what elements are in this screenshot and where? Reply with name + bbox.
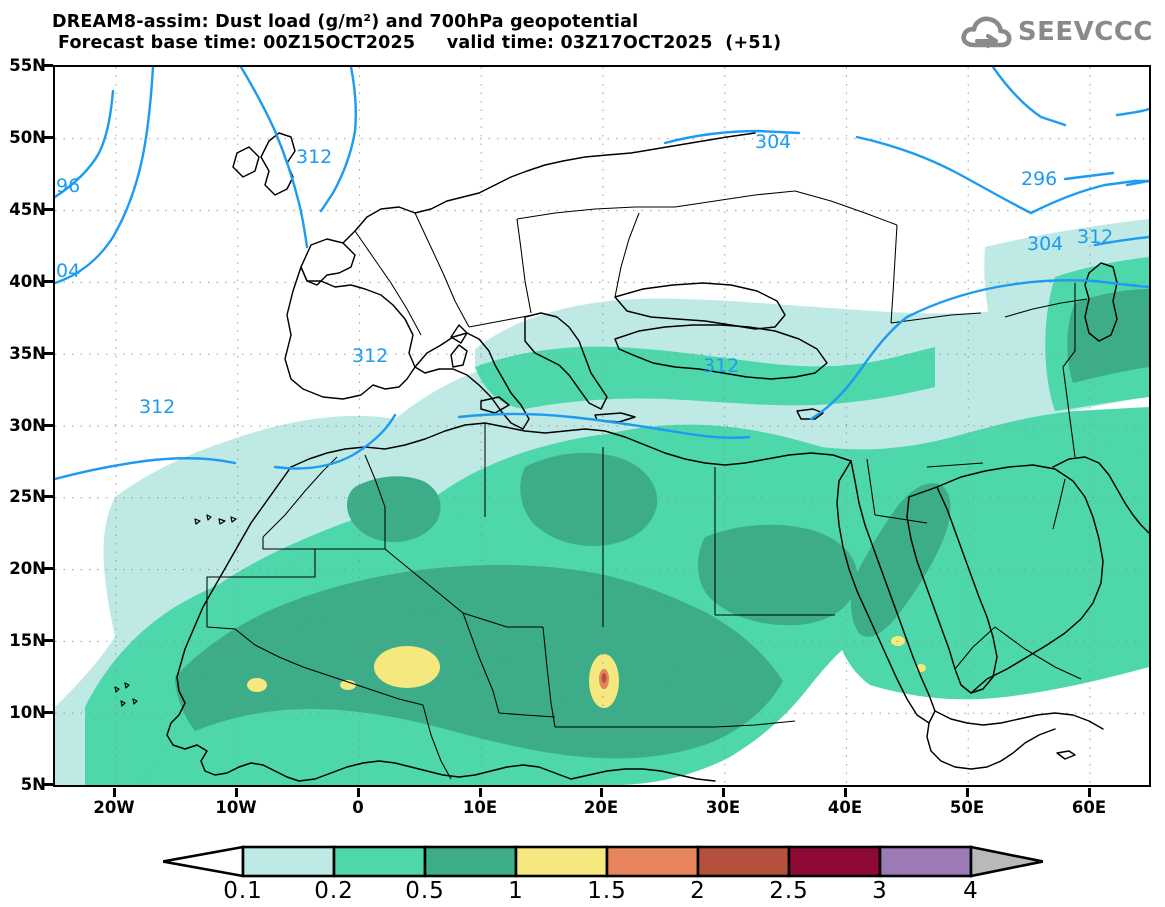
colorbar-bin-0p5 bbox=[423, 845, 518, 878]
x-tick-label-60E: 60E bbox=[1071, 798, 1107, 817]
y-tick bbox=[44, 711, 53, 714]
colorbar-label-3: 3 bbox=[872, 878, 888, 904]
y-tick bbox=[44, 136, 53, 139]
colorbar-label-1p5: 1.5 bbox=[587, 878, 627, 904]
y-tick bbox=[44, 424, 53, 427]
contour-label-296-ne: 296 bbox=[1021, 168, 1057, 190]
colorbar-bin-3 bbox=[878, 845, 973, 878]
y-tick-label-50N: 50N bbox=[9, 128, 46, 147]
colorbar-label-2p5: 2.5 bbox=[769, 878, 809, 904]
contour-label-312-med: 312 bbox=[703, 355, 739, 377]
colorbar-label-0p1: 0.1 bbox=[223, 878, 263, 904]
x-tick bbox=[844, 788, 847, 797]
colorbar-bin-0p1 bbox=[241, 845, 336, 878]
x-tick-label-0: 0 bbox=[352, 798, 364, 817]
y-tick-label-10N: 10N bbox=[9, 703, 46, 722]
contour-label-296-left: 96 bbox=[56, 175, 80, 197]
title-line-2: Forecast base time: 00Z15OCT2025 valid t… bbox=[58, 33, 782, 53]
y-tick bbox=[44, 280, 53, 283]
geopotential-contour-lines bbox=[55, 67, 1149, 481]
colorbar-bin-1p5 bbox=[605, 845, 700, 878]
contour-label-304-ne: 304 bbox=[1027, 233, 1063, 255]
x-tick bbox=[235, 788, 238, 797]
x-tick bbox=[1088, 788, 1091, 797]
cloud-icon bbox=[960, 14, 1012, 50]
contour-label-312-caspian: 312 bbox=[1077, 226, 1113, 248]
x-tick bbox=[600, 788, 603, 797]
chart-title-block: DREAM8-assim: Dust load (g/m²) and 700hP… bbox=[52, 12, 952, 54]
dust-contour-fill-2p0 bbox=[601, 673, 607, 683]
y-tick bbox=[44, 639, 53, 642]
country-borders-layer bbox=[206, 190, 1088, 780]
contour-label-304-left: 04 bbox=[56, 260, 80, 282]
colorbar-label-4: 4 bbox=[963, 878, 979, 904]
y-tick-label-30N: 30N bbox=[9, 416, 46, 435]
y-tick-label-40N: 40N bbox=[9, 272, 46, 291]
x-tick bbox=[479, 788, 482, 797]
colorbar-bin-1 bbox=[514, 845, 609, 878]
x-tick-label-50E: 50E bbox=[949, 798, 985, 817]
colorbar[interactable] bbox=[163, 845, 1043, 878]
x-tick bbox=[966, 788, 969, 797]
y-tick-label-5N: 5N bbox=[20, 775, 46, 794]
colorbar-bin-2 bbox=[696, 845, 791, 878]
colorbar-label-2: 2 bbox=[690, 878, 706, 904]
x-tick-label-20W: 20W bbox=[93, 798, 135, 817]
x-tick-label-20E: 20E bbox=[583, 798, 619, 817]
y-tick bbox=[44, 64, 53, 67]
y-tick bbox=[44, 783, 53, 786]
contour-label-312-morocco: 312 bbox=[352, 345, 388, 367]
x-tick-label-10E: 10E bbox=[462, 798, 498, 817]
contour-label-304-mid: 304 bbox=[755, 131, 791, 153]
y-tick bbox=[44, 567, 53, 570]
colorbar-over-arrow bbox=[969, 845, 1043, 878]
dust-contour-fill-0p5 bbox=[175, 289, 1149, 759]
y-tick-label-15N: 15N bbox=[9, 631, 46, 650]
colorbar-bin-2p5 bbox=[787, 845, 882, 878]
lat-lon-grid bbox=[55, 67, 1149, 785]
x-tick bbox=[722, 788, 725, 797]
y-tick-label-55N: 55N bbox=[9, 56, 46, 75]
colorbar-label-0p5: 0.5 bbox=[405, 878, 445, 904]
title-line-1: DREAM8-assim: Dust load (g/m²) and 700hP… bbox=[52, 12, 639, 32]
seevccc-logo: SEEVCCC bbox=[960, 12, 1153, 52]
colorbar-label-1: 1 bbox=[508, 878, 524, 904]
y-tick-label-20N: 20N bbox=[9, 559, 46, 578]
colorbar-bin-0p2 bbox=[332, 845, 427, 878]
coastline-layer bbox=[114, 132, 1149, 782]
y-tick bbox=[44, 208, 53, 211]
contour-label-312-atlantic: 312 bbox=[139, 396, 175, 418]
logo-text: SEEVCCC bbox=[1017, 17, 1153, 47]
x-tick-label-40E: 40E bbox=[827, 798, 863, 817]
colorbar-label-0p2: 0.2 bbox=[314, 878, 354, 904]
x-tick-label-30E: 30E bbox=[705, 798, 741, 817]
y-tick bbox=[44, 495, 53, 498]
x-tick bbox=[357, 788, 360, 797]
y-tick-label-25N: 25N bbox=[9, 487, 46, 506]
y-tick-label-35N: 35N bbox=[9, 344, 46, 363]
map-plot-area[interactable]: 96 04 312 304 296 304 312 312 312 312 bbox=[53, 65, 1151, 787]
y-tick-label-45N: 45N bbox=[9, 200, 46, 219]
contour-label-layer: 96 04 312 304 296 304 312 312 312 312 bbox=[56, 131, 1113, 418]
y-tick bbox=[44, 352, 53, 355]
x-tick bbox=[113, 788, 116, 797]
x-tick-label-10W: 10W bbox=[215, 798, 257, 817]
colorbar-under-arrow bbox=[163, 845, 245, 878]
map-canvas: 96 04 312 304 296 304 312 312 312 312 bbox=[55, 67, 1149, 785]
contour-label-312-uk: 312 bbox=[296, 146, 332, 168]
colorbar-swatches bbox=[163, 845, 1043, 878]
